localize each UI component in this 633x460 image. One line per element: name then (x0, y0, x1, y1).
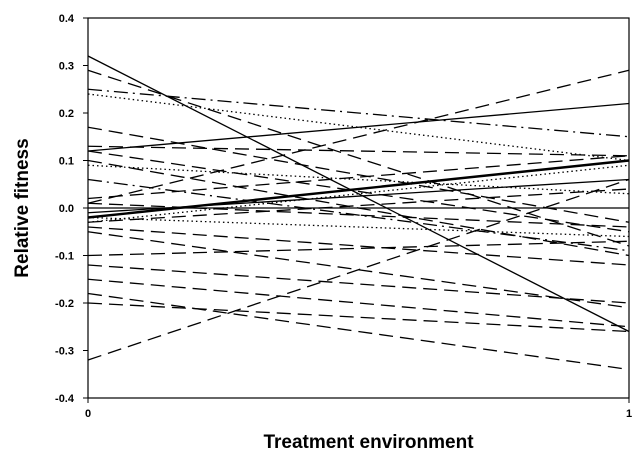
y-tick-label: 0.0 (59, 203, 74, 215)
series-line-7 (87, 93, 630, 162)
series-line-3 (87, 102, 630, 152)
series-line-1 (87, 55, 630, 333)
x-tick-label: 0 (85, 408, 91, 420)
y-tick-label: -0.2 (55, 298, 74, 310)
series-line-20 (87, 188, 630, 223)
series-line-12 (87, 164, 630, 195)
ticks: 0.4 0.3 0.2 0.1 0.0 -0.1 -0.2 -0.3 -0.4 0 1 (55, 13, 632, 420)
y-axis-label: Relative fitness (12, 138, 33, 277)
series-lines (87, 55, 630, 371)
series-line-26 (87, 292, 630, 371)
series-line-24 (87, 264, 630, 304)
y-tick-label: 0.4 (59, 13, 75, 25)
y-tick-label: -0.1 (55, 251, 74, 263)
x-tick-label: 1 (626, 408, 632, 420)
series-line-6 (87, 88, 630, 138)
series-line-28 (87, 164, 630, 223)
series-line-22 (87, 231, 630, 309)
series-line-9 (87, 145, 630, 157)
x-axis-label: Treatment environment (263, 432, 474, 453)
y-tick-label: 0.1 (59, 156, 74, 168)
series-line-27 (87, 302, 630, 333)
y-tick-label: 0.3 (59, 61, 74, 73)
series-line-10 (87, 150, 630, 233)
series-line-19 (87, 216, 630, 238)
series-line-5 (87, 69, 630, 247)
series-line-21 (87, 226, 630, 266)
series-line-4 (87, 69, 630, 204)
series-line-16 (87, 155, 630, 200)
y-tick-label: -0.3 (55, 346, 74, 358)
series-line-18 (87, 202, 630, 228)
y-tick-label: -0.4 (55, 393, 75, 405)
series-line-8 (87, 126, 630, 223)
series-line-25 (87, 278, 630, 328)
y-tick-label: 0.2 (59, 108, 74, 120)
series-line-23 (87, 240, 630, 257)
